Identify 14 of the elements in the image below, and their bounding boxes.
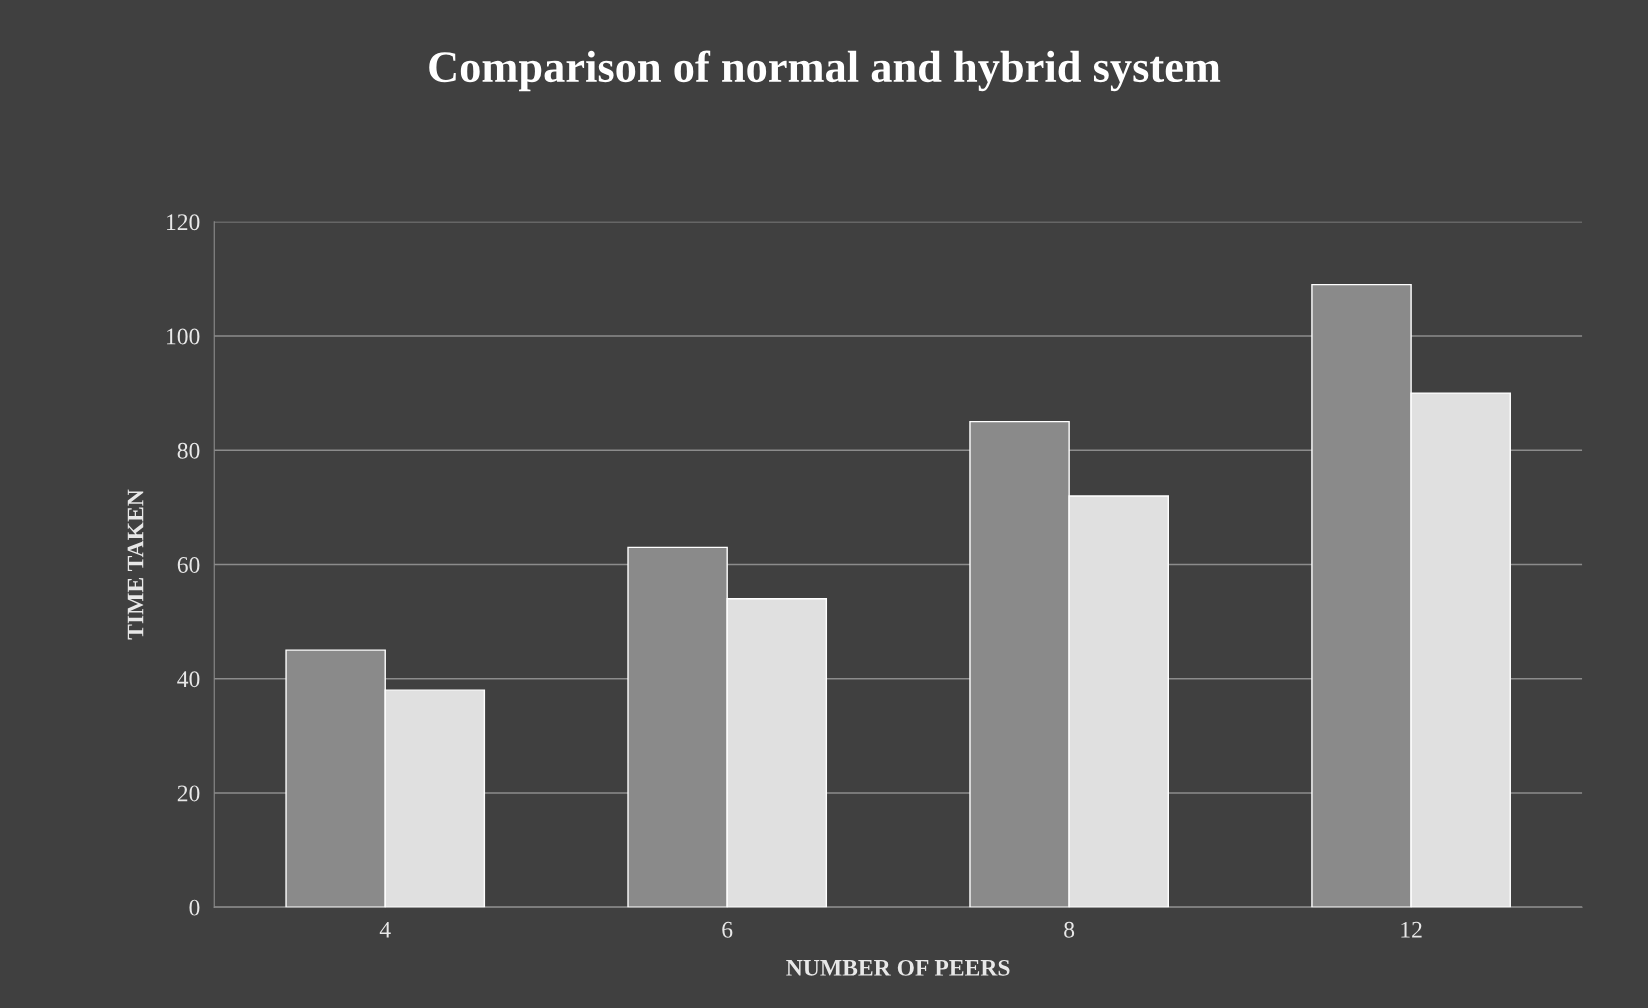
y-tick-label: 0 — [189, 899, 200, 916]
x-tick-label: 12 — [1401, 921, 1422, 938]
x-tick-label: 6 — [722, 921, 733, 938]
x-tick-label: 4 — [379, 921, 391, 938]
y-tick-label: 80 — [177, 442, 200, 459]
y-tick-label: 120 — [167, 214, 200, 231]
y-tick-label: 20 — [177, 785, 200, 802]
x-axis-title: NUMBER OF PEERS — [786, 959, 1010, 976]
chart-title: Comparison of normal and hybrid system — [429, 50, 1221, 92]
y-tick-label: 40 — [177, 671, 200, 688]
y-axis-title: TIME TAKEN — [127, 489, 144, 640]
y-tick-label: 100 — [167, 328, 200, 345]
y-tick-label: 60 — [177, 556, 200, 573]
x-tick-label: 8 — [1064, 921, 1075, 938]
